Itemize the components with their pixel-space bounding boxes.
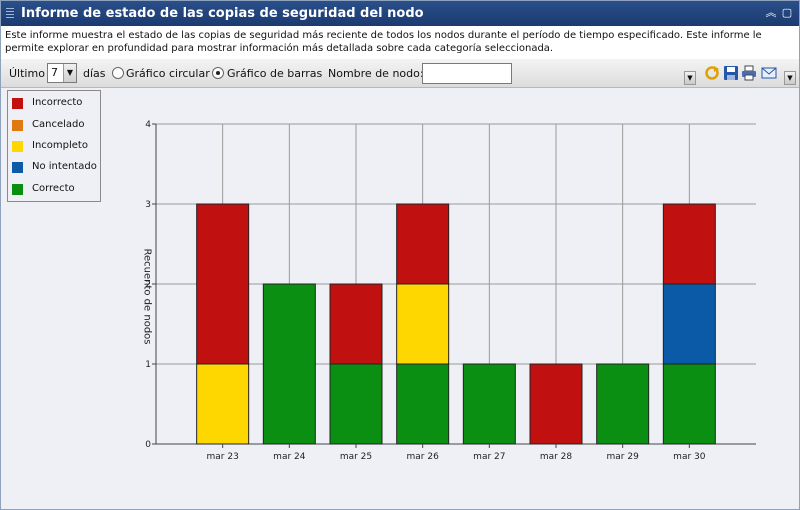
bar-chart-label[interactable]: Gráfico de barras bbox=[227, 67, 323, 80]
legend-swatch bbox=[12, 162, 23, 173]
bar-segment[interactable] bbox=[329, 283, 383, 365]
bar-segment[interactable] bbox=[662, 363, 716, 445]
days-value: 7 bbox=[51, 66, 58, 79]
x-tick-label: mar 26 bbox=[407, 452, 440, 462]
toolbar-menu-icon[interactable]: ▼ bbox=[684, 71, 696, 85]
pie-chart-radio[interactable] bbox=[112, 67, 124, 79]
x-tick-label: mar 28 bbox=[540, 452, 573, 462]
legend-label: No intentado bbox=[32, 161, 97, 172]
bar-segment[interactable] bbox=[396, 283, 450, 365]
report-description: Este informe muestra el estado de las co… bbox=[1, 26, 799, 61]
y-tick-label: 0 bbox=[145, 440, 151, 450]
legend-label: Incompleto bbox=[32, 140, 88, 151]
bar-segment[interactable] bbox=[462, 363, 516, 445]
bar-chart-radio[interactable] bbox=[212, 67, 224, 79]
bar-segment[interactable] bbox=[262, 283, 316, 445]
x-tick-label: mar 27 bbox=[473, 452, 505, 462]
bar-segment[interactable] bbox=[329, 363, 383, 445]
x-tick-label: mar 25 bbox=[340, 452, 372, 462]
y-tick-label: 1 bbox=[145, 360, 151, 370]
print-icon[interactable] bbox=[741, 65, 757, 81]
days-select[interactable]: 7 ▼ bbox=[47, 63, 77, 83]
chart-legend: Incorrecto Cancelado Incompleto No inten… bbox=[7, 90, 101, 202]
legend-swatch bbox=[12, 141, 23, 152]
bar-segment[interactable] bbox=[529, 363, 583, 445]
legend-swatch bbox=[12, 184, 23, 195]
refresh-icon[interactable] bbox=[704, 65, 720, 81]
legend-label: Incorrecto bbox=[32, 97, 83, 108]
y-tick-label: 4 bbox=[145, 120, 151, 130]
y-tick-label: 3 bbox=[145, 200, 151, 210]
days-label: días bbox=[83, 67, 106, 80]
bar-segment[interactable] bbox=[196, 203, 250, 365]
y-tick-label: 2 bbox=[145, 280, 151, 290]
legend-swatch bbox=[12, 120, 23, 131]
window-title: Informe de estado de las copias de segur… bbox=[21, 6, 424, 21]
legend-label: Correcto bbox=[32, 183, 75, 194]
bar-segment[interactable] bbox=[596, 363, 650, 445]
bar-segment[interactable] bbox=[396, 203, 450, 285]
email-icon[interactable] bbox=[761, 65, 777, 81]
legend-label: Cancelado bbox=[32, 119, 85, 130]
bar-segment[interactable] bbox=[662, 283, 716, 365]
chevron-down-icon[interactable]: ▼ bbox=[63, 64, 76, 82]
x-tick-label: mar 23 bbox=[207, 452, 239, 462]
x-tick-label: mar 24 bbox=[273, 452, 306, 462]
save-icon[interactable] bbox=[723, 65, 739, 81]
bar-segment[interactable] bbox=[662, 203, 716, 285]
bar-segment[interactable] bbox=[196, 363, 250, 445]
legend-swatch bbox=[12, 98, 23, 109]
pie-chart-label[interactable]: Gráfico circular bbox=[126, 67, 210, 80]
node-name-label: Nombre de nodo: bbox=[328, 67, 424, 80]
maximize-icon[interactable]: ▢ bbox=[781, 6, 793, 19]
node-name-input[interactable] bbox=[422, 63, 512, 84]
toolbar-overflow-icon[interactable]: ▼ bbox=[784, 71, 796, 85]
bar-segment[interactable] bbox=[396, 363, 450, 445]
x-tick-label: mar 29 bbox=[607, 452, 640, 462]
double-chevron-up-icon[interactable]: ︽ bbox=[765, 6, 777, 19]
x-tick-label: mar 30 bbox=[673, 452, 706, 462]
drag-grip-icon[interactable] bbox=[6, 8, 14, 19]
filter-toolbar: Último 7 ▼ días Gráfico circular Gráfico… bbox=[1, 59, 799, 88]
title-bar: Informe de estado de las copias de segur… bbox=[1, 1, 799, 26]
last-label: Último bbox=[9, 67, 45, 80]
